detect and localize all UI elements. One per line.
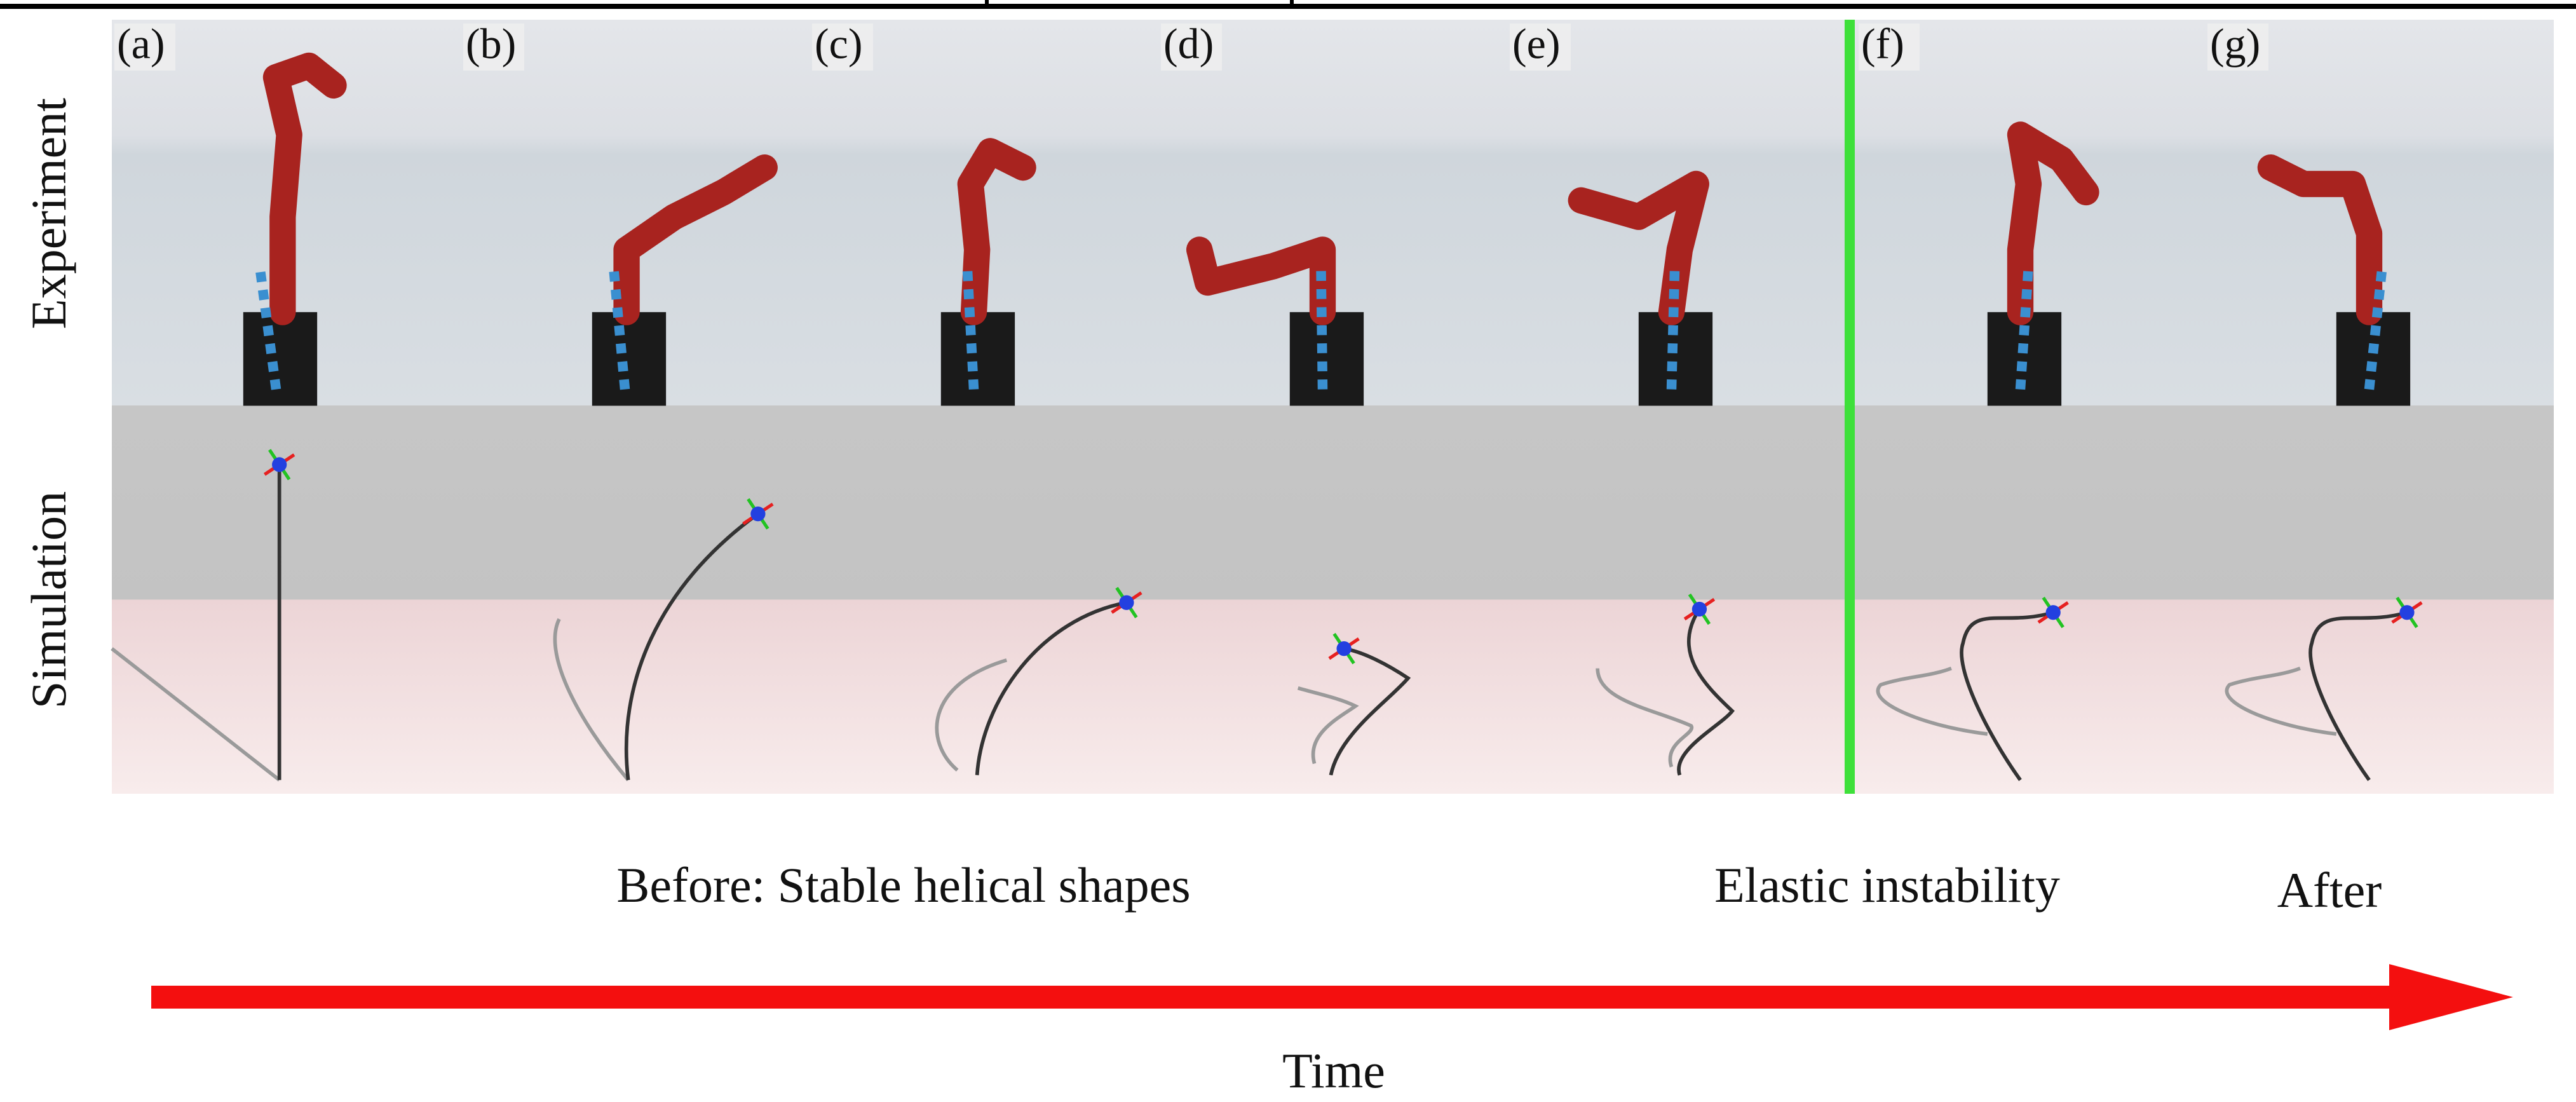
- simulation-render: [1158, 405, 1507, 794]
- panel: (e): [1507, 20, 1856, 794]
- robot-pedestal: [592, 312, 666, 405]
- end-effector: [2399, 605, 2414, 620]
- figure: (a) (b) (c) (d) (e) (f) (g) Experiment Simulat…: [0, 0, 2576, 1099]
- top-rule-tick: [985, 0, 989, 9]
- panel-label: (b): [466, 20, 516, 68]
- panel: (b): [461, 20, 810, 794]
- phase-label: Elastic instability: [1714, 857, 2060, 913]
- panel-label: (c): [815, 20, 862, 68]
- end-effector: [2046, 605, 2061, 620]
- panel-label: (g): [2210, 20, 2260, 68]
- panel-label: (f): [1861, 20, 1904, 68]
- panel-label: (a): [117, 20, 165, 68]
- simulation-render: [2205, 405, 2554, 794]
- panel: (f): [1856, 20, 2205, 794]
- phase-label: Before: Stable helical shapes: [616, 857, 1190, 913]
- panel: (c): [810, 20, 1158, 794]
- panel: (d): [1158, 20, 1507, 794]
- panel: (g): [2205, 20, 2554, 794]
- top-rule: [0, 4, 2576, 9]
- simulation-render: [1507, 405, 1856, 794]
- panel-label: (e): [1512, 20, 1560, 68]
- panel: (a): [112, 20, 461, 794]
- simulation-render: [1856, 405, 2205, 794]
- panel-grid: (a) (b) (c) (d) (e) (f) (g): [112, 20, 2554, 794]
- simulation-render: [461, 405, 810, 794]
- phase-label: After: [2277, 862, 2382, 918]
- end-effector: [750, 507, 765, 521]
- robot-pedestal: [941, 312, 1015, 405]
- robot-pedestal: [243, 312, 317, 405]
- instability-marker: [1845, 20, 1855, 794]
- robot-pedestal: [1290, 312, 1364, 405]
- end-effector: [1119, 595, 1134, 610]
- row-label: Experiment: [21, 98, 76, 329]
- end-effector: [272, 457, 287, 472]
- top-rule-tick: [1290, 0, 1294, 9]
- time-arrow-shaft: [151, 986, 2401, 1009]
- end-effector: [1336, 641, 1351, 656]
- panel-label: (d): [1163, 20, 1214, 68]
- end-effector: [1692, 602, 1707, 616]
- time-arrow-head: [2389, 964, 2513, 1030]
- axis-label: Time: [1282, 1043, 1385, 1098]
- row-label: Simulation: [21, 491, 76, 709]
